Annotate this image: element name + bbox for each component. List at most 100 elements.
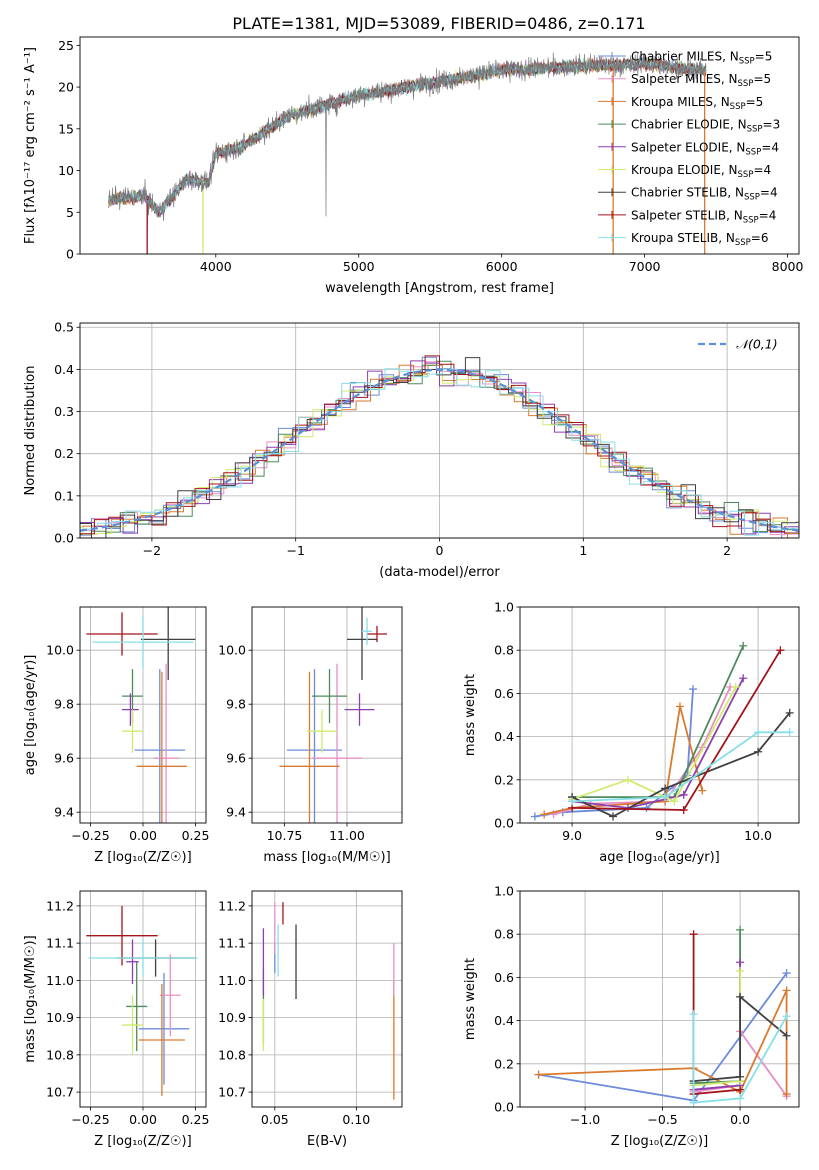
legend-nssp-prefix: , N xyxy=(721,72,738,86)
legend-nssp-subscript: SSP xyxy=(739,57,755,67)
legend-nssp-prefix: , N xyxy=(722,50,739,64)
y-tick-label: 10.7 xyxy=(46,1085,74,1100)
grid-mass_vs_Z xyxy=(80,891,206,1107)
legend-nssp-value: 4 xyxy=(769,208,777,222)
y-tick-label: 0.8 xyxy=(494,643,514,658)
y-axis-label: Normed distribution xyxy=(23,366,38,496)
legend-nssp-value: 4 xyxy=(771,140,779,154)
mass-weight-point xyxy=(736,958,745,967)
panel-residuals: −2 −1 0 1 2 0.0 0.1 0.2 0.3 0.4 0.5 (data-model)/er… xyxy=(23,320,800,580)
x-tick-label: 0.0 xyxy=(730,1112,750,1127)
y-tick-label: 0 xyxy=(66,247,74,262)
x-axis-label: E(B-V) xyxy=(307,1134,347,1149)
x-tick-label: 9.0 xyxy=(562,828,582,843)
legend-model-name: Salpeter ELODIE xyxy=(631,140,729,154)
plot-area-spectrum xyxy=(108,52,707,254)
legend-nssp-equals: = xyxy=(763,118,773,132)
x-tick-label: 10.75 xyxy=(267,828,303,843)
grid-mass_weight_vs_Z xyxy=(520,890,799,1108)
normal-reference-curve xyxy=(80,368,799,532)
x-tick-label: 5000 xyxy=(343,259,375,274)
legend-nssp-value: 6 xyxy=(761,231,769,245)
y-tick-label: 25 xyxy=(58,38,74,53)
grid-age_vs_mass xyxy=(252,607,402,823)
mass-weight-point xyxy=(736,1072,745,1081)
y-tick-label: 10.9 xyxy=(46,1010,74,1025)
legend-nssp-subscript: SSP xyxy=(738,170,754,180)
x-axis-label: age [log₁₀(age/yr)] xyxy=(599,850,720,865)
y-tick-label: 11.0 xyxy=(46,973,74,988)
x-tick-label: 0.25 xyxy=(182,1112,210,1127)
plot-area-age_vs_Z xyxy=(86,607,196,823)
legend-model-name: Salpeter MILES xyxy=(631,72,721,86)
x-axis-label: mass [log₁₀(M/M☉)] xyxy=(263,850,390,865)
mass-weight-line xyxy=(571,677,745,809)
mass-weight-point xyxy=(736,966,745,975)
y-tick-label: 10.9 xyxy=(218,1010,246,1025)
mass-weight-point xyxy=(754,747,763,756)
model-spectrum-line xyxy=(108,57,707,215)
y-tick-label: 0.0 xyxy=(494,1100,514,1115)
x-tick-label: 2 xyxy=(723,543,731,558)
x-tick-label: 8000 xyxy=(772,259,804,274)
figure-title: PLATE=1381, MJD=53089, FIBERID=0486, z=0… xyxy=(232,14,645,33)
x-tick-label: −0.25 xyxy=(71,828,109,843)
x-axis-label: Z [log₁₀(Z/Z☉)] xyxy=(94,850,191,865)
y-tick-label: 0.4 xyxy=(494,729,514,744)
y-tick-label: 10.8 xyxy=(218,1047,246,1062)
mass-weight-point xyxy=(670,797,679,806)
y-tick-label: 0.0 xyxy=(54,531,74,546)
legend-nssp-prefix: , N xyxy=(727,186,744,200)
legend-nssp-value: 3 xyxy=(773,118,781,132)
mass-weight-line xyxy=(553,686,732,816)
y-axis-label: age [log₁₀(age/yr)] xyxy=(23,655,38,776)
panel-mass_weight_vs_age: 9.0 9.5 10.0 0.0 0.2 0.4 0.6 0.8 1.0 age [log₁₀(a… xyxy=(463,600,800,865)
y-tick-label: 1.0 xyxy=(494,600,514,615)
x-tick-label: −0.5 xyxy=(647,1112,677,1127)
x-tick-label: 6000 xyxy=(486,259,518,274)
y-axis-label: mass [log₁₀(M/M☉)] xyxy=(23,935,38,1062)
panel-age_vs_mass: 10.75 11.00 9.4 9.6 9.8 10.0 mass [log₁₀(M/M☉)… xyxy=(218,606,403,865)
y-tick-label: 9.8 xyxy=(54,697,74,712)
legend-nssp-equals: = xyxy=(755,50,765,64)
model-spectrum-line xyxy=(108,56,707,216)
legend-nssp-equals: = xyxy=(753,163,763,177)
mass-weight-point xyxy=(530,812,539,821)
legend-entry: 𝒩(0,1) xyxy=(736,337,778,352)
y-tick-label: 10 xyxy=(58,163,74,178)
mass-weight-line xyxy=(693,962,741,1091)
x-tick-label: −1 xyxy=(286,543,304,558)
legend-nssp-equals: = xyxy=(761,140,771,154)
x-axis-label: wavelength [Angstrom, rest frame] xyxy=(325,281,554,296)
mass-weight-line xyxy=(693,994,788,1082)
y-tick-label: 0.4 xyxy=(494,1013,514,1028)
x-tick-label: 0.05 xyxy=(261,1112,289,1127)
panel-mass_weight_vs_Z: −1.0 −0.5 0.0 0.0 0.2 0.4 0.6 0.8 1.0 Z [log₁₀(Z/… xyxy=(463,884,800,1149)
mass-weight-point xyxy=(679,790,688,799)
y-tick-label: 0.2 xyxy=(54,446,74,461)
axes-frame xyxy=(251,890,403,1108)
y-tick-label: 0.3 xyxy=(54,404,74,419)
legend-nssp-value: 5 xyxy=(765,50,773,64)
y-tick-label: 9.6 xyxy=(226,751,246,766)
y-axis-label: mass weight xyxy=(463,674,478,756)
mass-weight-line xyxy=(572,731,790,803)
legend-nssp-equals: = xyxy=(746,95,756,109)
grid-residuals xyxy=(80,323,799,539)
legend-model-name: Kroupa STELIB xyxy=(631,231,718,245)
legend-nssp-subscript: SSP xyxy=(735,238,751,248)
mass-weight-point xyxy=(785,728,794,737)
grid-age_vs_Z xyxy=(80,607,206,823)
x-tick-label: 4000 xyxy=(200,259,232,274)
mass-weight-point xyxy=(782,1031,791,1040)
y-tick-label: 11.1 xyxy=(46,936,74,951)
legend-nssp-value: 4 xyxy=(770,186,778,200)
mass-weight-point xyxy=(534,1070,543,1079)
mass-weight-point xyxy=(736,1094,745,1103)
legend-entry: Kroupa MILES, NSSP=5 xyxy=(631,95,763,112)
y-tick-label: 9.4 xyxy=(54,805,74,820)
legend-nssp-subscript: SSP xyxy=(744,193,760,203)
plot-area-age_vs_mass xyxy=(279,607,387,823)
y-tick-label: 1.0 xyxy=(494,884,514,899)
